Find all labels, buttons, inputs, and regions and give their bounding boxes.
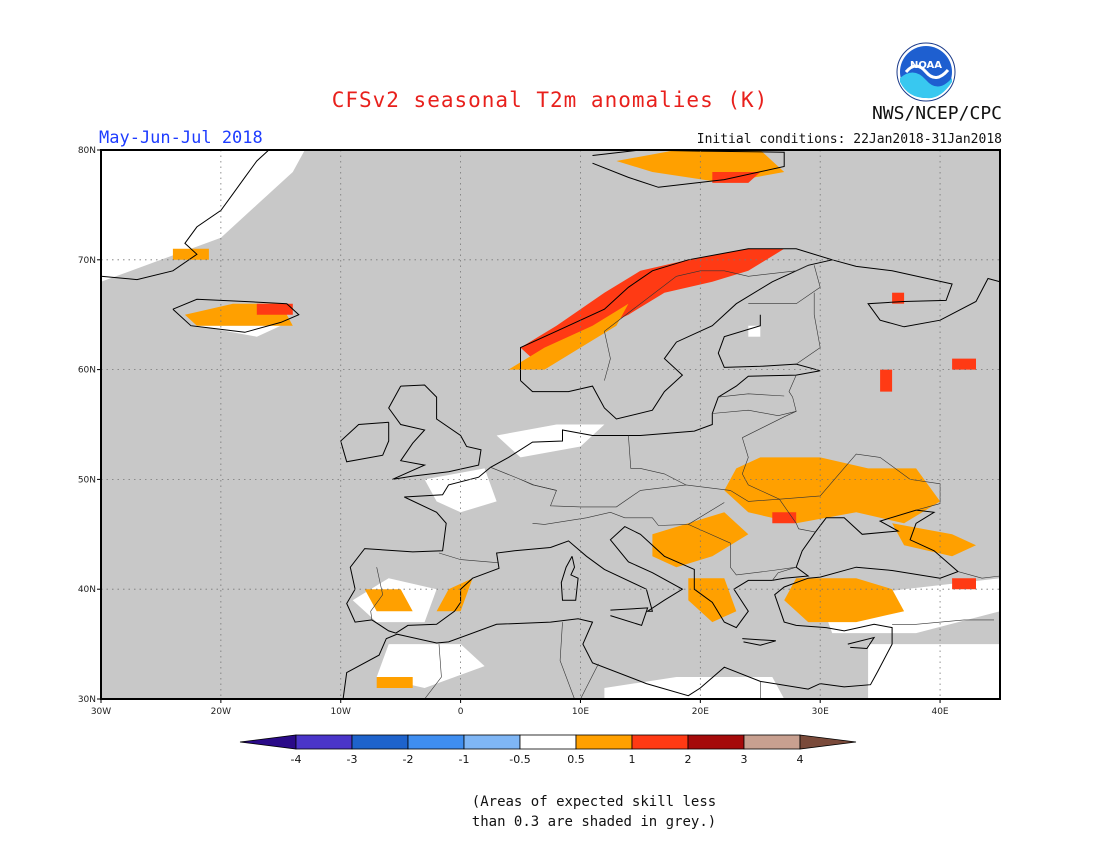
legend-swatch-minus-3-to-minus-2 (351, 734, 409, 750)
anomaly-greenland-warm (172, 248, 209, 260)
near-normal-middle-east-white (868, 644, 1000, 699)
legend-swatch-0.5-1 (575, 734, 633, 750)
legend-label: -2 (403, 753, 414, 766)
border-border-9 (712, 409, 797, 417)
skill-note: (Areas of expected skill less than 0.3 a… (0, 792, 1100, 832)
border-border-2 (628, 435, 687, 486)
border-border-6 (688, 524, 797, 576)
chart-title: CFSv2 seasonal T2m anomalies (K) (331, 88, 769, 112)
lat-tick-label: 70N (78, 256, 96, 266)
coastline-scandinavia (520, 248, 835, 420)
near-normal-greenland-ice (101, 150, 305, 282)
legend-swatch-3-4 (743, 734, 801, 750)
lon-tick-label: 10W (331, 707, 351, 717)
legend-label: 1 (629, 753, 636, 766)
coastline-crete (742, 638, 776, 646)
legend-swatch-minus-0.5-to-0.5 (519, 734, 577, 750)
legend-label: 0.5 (567, 753, 585, 766)
coastline-greenland (101, 150, 270, 281)
border-border-17 (370, 567, 384, 620)
coastline-iceland (172, 298, 300, 333)
anomaly-turkey-east-hot (952, 578, 976, 590)
border-border-14 (772, 566, 797, 581)
lon-tick-label: 10E (572, 707, 589, 717)
season-label: May-Jun-Jul 2018 (99, 128, 263, 148)
border-border-19 (559, 622, 575, 699)
legend-swatch-1-2 (631, 734, 689, 750)
lat-tick-label: 40N (78, 585, 96, 595)
border-border-12 (748, 265, 821, 305)
legend-label: 2 (685, 753, 692, 766)
lat-tick-label: 30N (78, 695, 96, 705)
anomaly-russia-north-hot (892, 292, 905, 304)
border-border-13 (796, 292, 821, 365)
legend-swatch-minus-4-to-minus-3 (295, 734, 353, 750)
border-border-1 (520, 479, 816, 533)
anomaly-spain-warm (364, 589, 413, 612)
lon-tick-label: 20W (211, 707, 231, 717)
anomaly-greece-warm (688, 578, 737, 623)
legend-label: -4 (291, 753, 302, 766)
legend-swatch-minus-2-to-minus-1 (407, 734, 465, 750)
border-border-20 (580, 663, 599, 699)
initial-conditions-label: Initial conditions: 22Jan2018-31Jan2018 (696, 132, 1002, 147)
legend-label: 3 (741, 753, 748, 766)
coastline-kola-white-sea (832, 259, 1000, 328)
lon-tick-label: 30W (91, 707, 111, 717)
anomaly-balkans-warm (652, 512, 749, 568)
anomaly-morocco-warm (376, 677, 413, 688)
anomaly-iceland-hot (256, 303, 293, 315)
border-border-18 (424, 644, 442, 699)
map-frame (100, 149, 1001, 700)
anomaly-turkey-warm (784, 578, 905, 623)
border-border-11 (604, 265, 809, 381)
anomaly-scandinavia-north-warm (508, 303, 629, 370)
lat-tick-label: 50N (78, 475, 96, 485)
legend-label: 4 (797, 753, 804, 766)
agency-label: NWS/NCEP/CPC (871, 103, 1002, 124)
coastline-ireland (340, 421, 390, 463)
lon-tick-label: 0 (458, 707, 464, 717)
border-border-4 (438, 552, 500, 564)
lat-tick-label: 60N (78, 366, 96, 376)
anomaly-russia-east-hot (952, 358, 976, 370)
lon-tick-label: 40E (931, 707, 948, 717)
logo-text: NOAA (910, 60, 942, 71)
coastline-sicily (610, 607, 649, 627)
legend-swatch-below-minus-4 (239, 734, 297, 750)
legend-swatch-2-3 (687, 734, 745, 750)
lat-tick-label: 80N (78, 146, 96, 156)
coastline-cyprus (847, 636, 876, 650)
lon-tick-label: 30E (812, 707, 829, 717)
coastline-british-isles (388, 384, 482, 480)
skill-note-line-2: than 0.3 are shaded in grey.) (471, 814, 717, 830)
legend-swatch-minus-1-to-minus-0.5 (463, 734, 521, 750)
coastline-finland-russia (342, 314, 959, 699)
legend-swatch-above-4 (799, 734, 857, 750)
near-normal-sahara-white (604, 677, 785, 699)
lon-tick-label: 20E (692, 707, 709, 717)
legend-label: -3 (347, 753, 358, 766)
border-border-5 (532, 502, 725, 526)
border-border-15 (892, 619, 994, 625)
border-border-16 (957, 571, 1000, 579)
border-border-8 (742, 374, 797, 438)
legend-label: -1 (459, 753, 470, 766)
coastline-corsica-sardinia (560, 556, 579, 601)
anomaly-russia-mid-hot (880, 369, 893, 392)
border-border-3 (490, 467, 557, 491)
border-border-7 (741, 437, 941, 511)
noaa-logo-icon: NOAA (896, 42, 956, 102)
anomaly-ukraine-russia-warm (724, 457, 941, 524)
legend-label: -0.5 (509, 753, 530, 766)
anomaly-map: 30W 20W 10W 0 10E 20E 30E 40E 30N 40N 50N 60N 70N 80N (78, 146, 1001, 717)
skill-note-line-1: (Areas of expected skill less (471, 794, 717, 810)
border-border-10 (718, 393, 785, 398)
